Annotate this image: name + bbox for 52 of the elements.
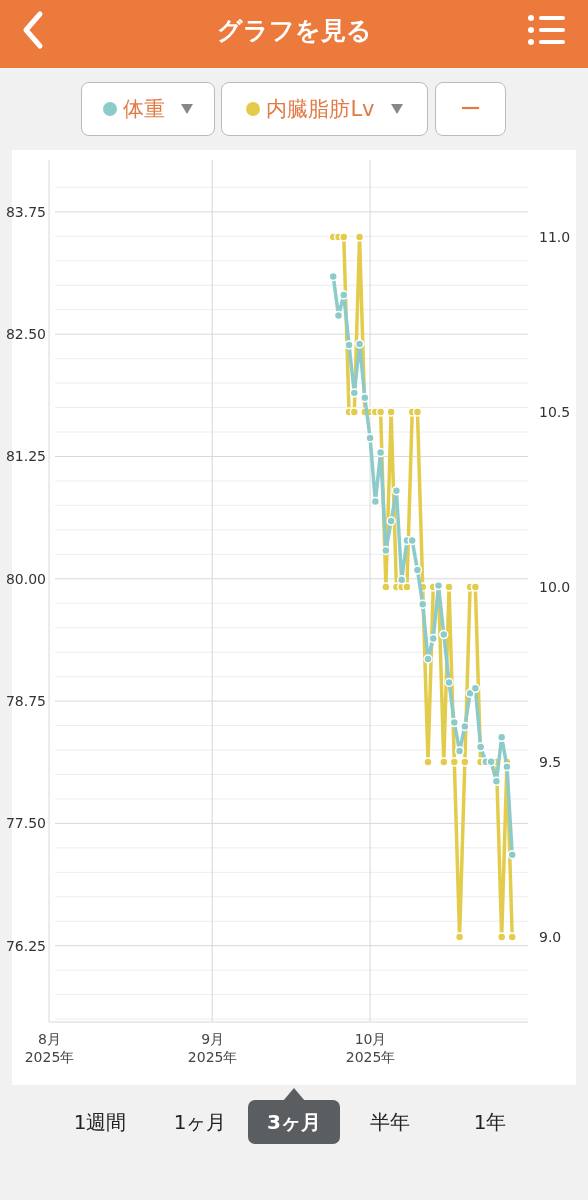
point: [381, 582, 391, 592]
point: [502, 761, 512, 772]
chart-title: グラフを見る: [215, 15, 373, 47]
point: [365, 433, 375, 443]
y-tick-label: 83.75: [5, 203, 46, 220]
point: [460, 757, 470, 767]
point: [444, 582, 454, 592]
y-tick-label: 78.75: [5, 693, 46, 710]
text: 1週間: [72, 1108, 128, 1136]
point: [354, 232, 365, 242]
text: 半年: [369, 1108, 411, 1136]
point: [386, 516, 396, 526]
legend-label: 体重: [123, 96, 165, 123]
y2-tick-label: 10.0: [539, 578, 571, 595]
text: 3ヶ月: [248, 1100, 340, 1144]
y-tick-label: 81.25: [5, 448, 46, 465]
text: ー: [435, 82, 506, 136]
y2-tick-label: 10.5: [539, 403, 571, 420]
point: [423, 757, 433, 767]
point: [454, 746, 465, 756]
legend-label: 内臓脂肪Lv: [266, 96, 375, 123]
y2-tick-label: 9.5: [539, 753, 562, 770]
y-tick-label: 76.25: [5, 937, 46, 954]
y-tick-label: 80.00: [5, 570, 46, 587]
text: 1ヶ月: [172, 1108, 228, 1136]
point: [407, 535, 417, 546]
y2-tick-label: 9.0: [539, 928, 562, 945]
text: 1年: [472, 1108, 508, 1136]
point: [507, 849, 517, 860]
point: [423, 654, 433, 664]
point: [396, 575, 407, 585]
point: [417, 599, 428, 609]
y-tick-label: 82.50: [5, 326, 46, 343]
point: [360, 393, 370, 403]
point: [439, 629, 449, 640]
point: [402, 582, 412, 592]
point: [460, 721, 470, 732]
point: [439, 757, 449, 767]
x-tick-label: 10月 2025年: [345, 1031, 396, 1066]
point: [339, 232, 349, 242]
point: [339, 290, 349, 300]
point: [386, 407, 396, 417]
y-tick-label: 77.50: [5, 815, 46, 832]
point: [428, 633, 438, 644]
point: [381, 545, 391, 556]
point: [354, 339, 365, 349]
x-tick-label: 8月 2025年: [24, 1031, 75, 1066]
point: [344, 340, 354, 350]
x-tick-label: 9月 2025年: [187, 1031, 238, 1066]
point: [444, 677, 454, 688]
y2-tick-label: 11.0: [539, 228, 571, 245]
point: [470, 683, 481, 694]
